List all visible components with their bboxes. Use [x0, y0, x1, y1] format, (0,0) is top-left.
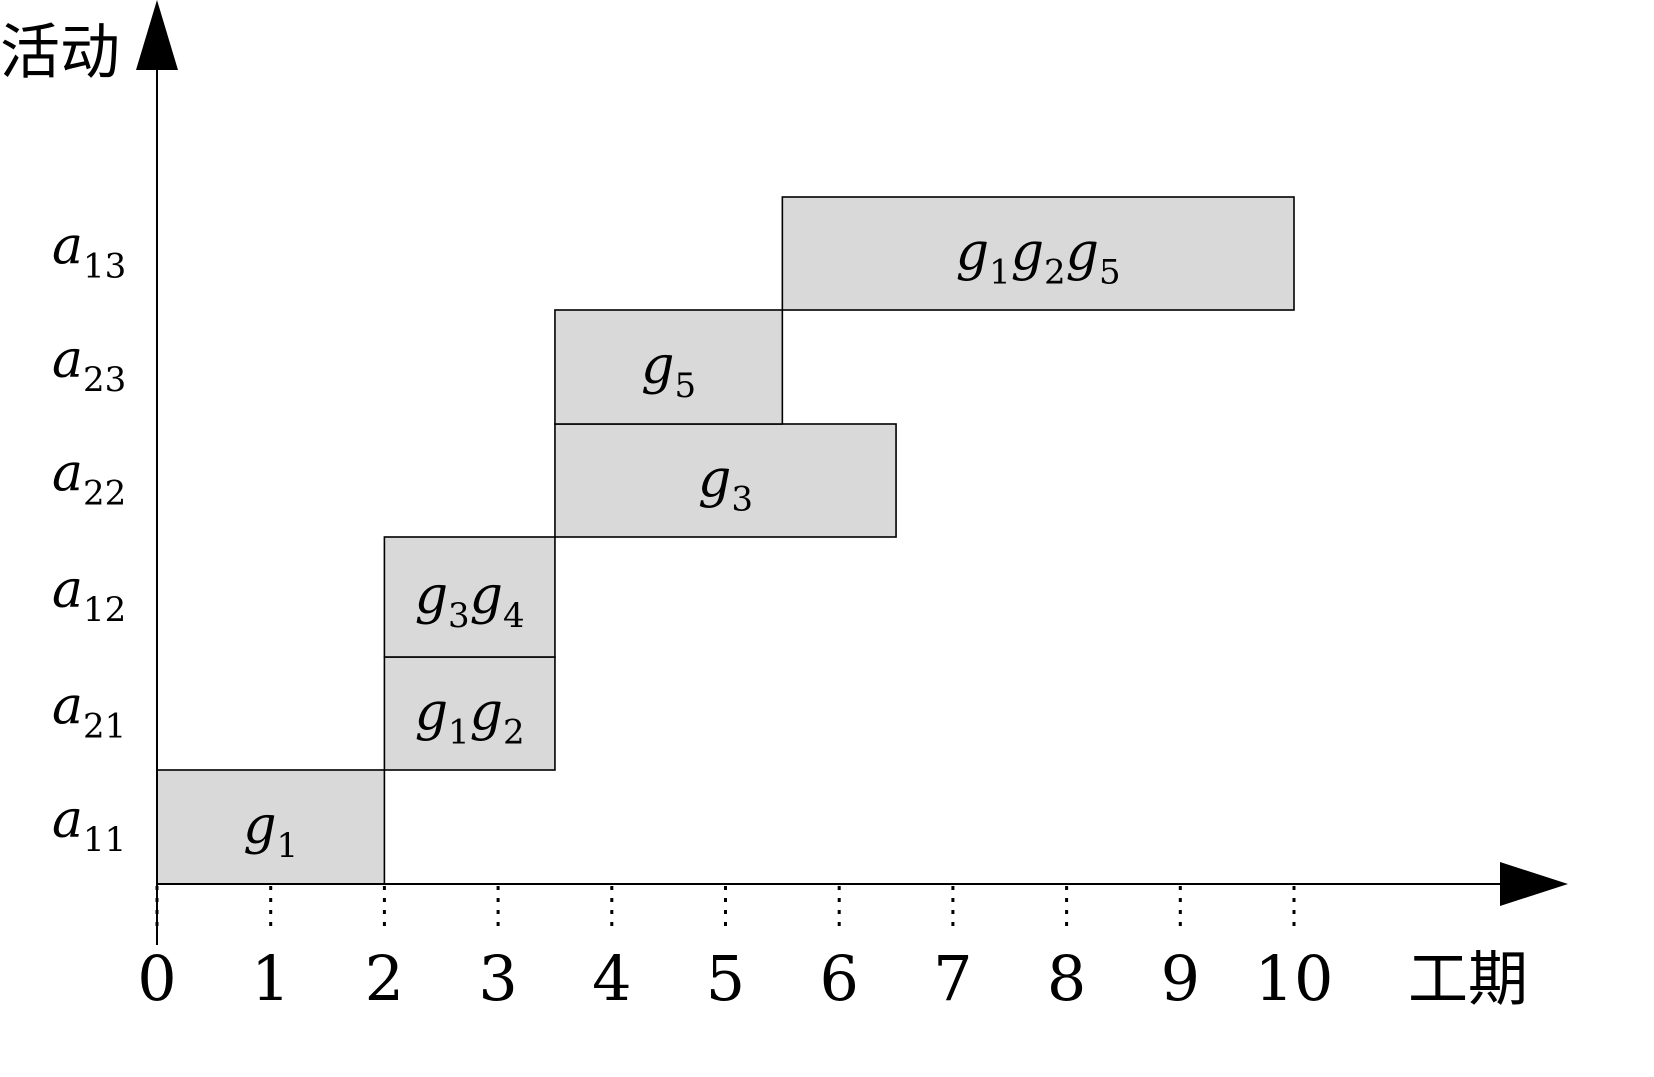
y-category-label-symbol: a: [52, 790, 83, 850]
task-bar-group: g3​: [554, 423, 897, 538]
y-category-label-symbol: a: [52, 677, 83, 737]
task-bar-label-subscript: 2: [1044, 253, 1066, 293]
y-category-label-subscript: 13: [83, 247, 126, 287]
task-bar-label-subscript: 3: [731, 480, 753, 520]
y-category-label: a13​: [52, 217, 126, 287]
task-bar-label-subscript: 5: [1099, 253, 1121, 293]
y-category-label: a23​: [52, 330, 126, 400]
y-category-label-symbol: a: [52, 217, 83, 277]
task-bar: [383, 656, 556, 771]
y-category-label-subscript: 23: [83, 360, 126, 400]
task-bar-label-symbol: g: [415, 683, 448, 743]
x-axis-title: 工期: [1408, 945, 1528, 1015]
x-tick-label: 1: [251, 942, 290, 1015]
task-bar: [554, 423, 897, 538]
task-bar-label-symbol: g: [1011, 223, 1044, 283]
y-category-label: a22​: [52, 444, 126, 514]
task-bar-label-subscript: 5: [674, 366, 696, 406]
task-bar-group: g1​g2​g5​: [781, 196, 1295, 311]
x-tick-label: 3: [478, 942, 517, 1015]
y-category-label-symbol: a: [52, 444, 83, 504]
x-tick-label: 10: [1255, 942, 1334, 1015]
task-bar: [156, 769, 386, 885]
y-axis-arrow: [136, 0, 178, 70]
task-bar-label-symbol: g: [470, 683, 503, 743]
task-bar-label-subscript: 3: [448, 596, 470, 636]
y-category-label-symbol: a: [52, 330, 83, 390]
task-bar-label-subscript: 2: [503, 713, 525, 753]
task-bar: [781, 196, 1295, 311]
task-bar-label: g1​: [243, 796, 298, 866]
x-tick-label: 9: [1161, 942, 1200, 1015]
x-axis-arrow: [1500, 862, 1568, 906]
y-axis-title: 活动: [0, 18, 120, 88]
task-bar-label-subscript: 4: [503, 596, 525, 636]
task-bar-label-symbol: g: [415, 566, 448, 626]
y-category-label-symbol: a: [52, 560, 83, 620]
y-category-label-subscript: 12: [83, 590, 126, 630]
task-bar-label-symbol: g: [1066, 223, 1099, 283]
x-tick-label: 7: [933, 942, 972, 1015]
x-tick-label: 5: [706, 942, 745, 1015]
task-bar-label: g1​g2​: [415, 683, 525, 753]
task-bar-label-symbol: g: [956, 223, 989, 283]
y-category-label: a12​: [52, 560, 126, 630]
x-tick-label: 6: [819, 942, 858, 1015]
task-bar-label-subscript: 1: [989, 253, 1011, 293]
x-tick-label: 0: [137, 942, 176, 1015]
task-bar-label-symbol: g: [470, 566, 503, 626]
x-tick-label: 2: [365, 942, 404, 1015]
x-tick-label: 4: [592, 942, 631, 1015]
task-bar-label-symbol: g: [698, 450, 731, 510]
y-category-label-subscript: 21: [83, 707, 126, 747]
task-bar-label: g1​g2​g5​: [956, 223, 1121, 293]
task-bar-label: g3​: [698, 450, 753, 520]
task-bar: [383, 536, 556, 658]
bars-layer: g1​ g1​g2​ g3​g4​ g3​g5​ g1​g2​g5​: [156, 196, 1295, 885]
x-tick-label: 8: [1047, 942, 1086, 1015]
task-bar-group: g1​: [156, 769, 386, 885]
task-bar-label: g3​g4​: [415, 566, 525, 636]
task-bar-group: g1​g2​: [383, 656, 556, 771]
y-category-label: a11​: [52, 790, 126, 860]
y-category-label: a21​: [52, 677, 126, 747]
task-bar: [554, 309, 784, 425]
task-bar-label: g5​: [641, 336, 696, 406]
axes-layer: 活动 工期: [0, 0, 1568, 1015]
y-category-label-subscript: 22: [83, 474, 126, 514]
x-ticks-layer: 0 1 2 3 4 5 6 7 8 9 10: [137, 886, 1333, 1015]
task-bar-label-symbol: g: [641, 336, 674, 396]
task-bar-group: g3​g4​: [383, 536, 556, 658]
task-bar-group: g5​: [554, 309, 784, 425]
y-categories-layer: a11​ a21​ a12​ a22​ a23​ a13​: [52, 217, 126, 861]
task-bar-label-subscript: 1: [277, 826, 299, 866]
task-bar-label-subscript: 1: [448, 713, 470, 753]
y-category-label-subscript: 11: [83, 820, 126, 860]
task-bar-label-symbol: g: [243, 796, 276, 856]
